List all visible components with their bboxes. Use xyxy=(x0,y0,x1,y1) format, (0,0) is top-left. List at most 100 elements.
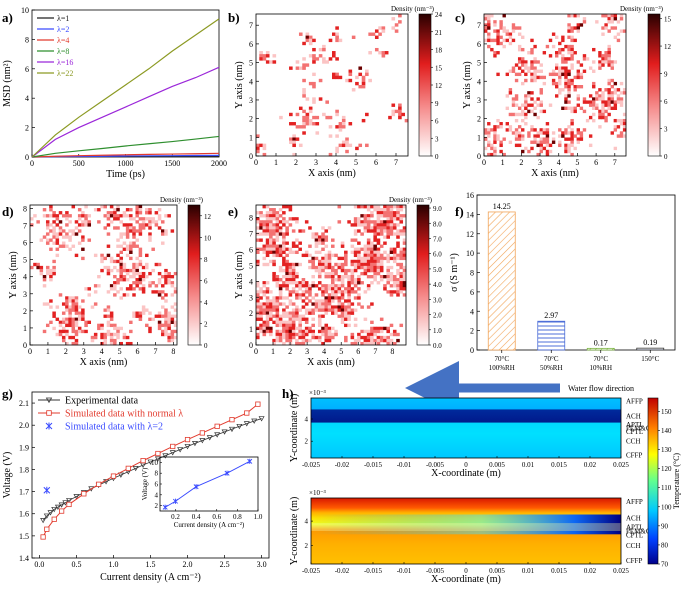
panel-e-density-cell xyxy=(383,214,387,218)
panel-d-density-cell xyxy=(125,335,130,340)
panel-d-density-cell xyxy=(122,223,127,227)
panel-g-experimental-marker xyxy=(154,456,161,462)
panel-c-density-cell xyxy=(604,100,608,104)
panel-c-density-cell xyxy=(517,47,522,52)
panel-e-density-cell xyxy=(272,308,276,312)
panel-e-ytick-label: 5 xyxy=(249,261,253,270)
panel-e-density-cell xyxy=(272,296,276,300)
panel-d-density-cell xyxy=(151,317,155,321)
panel-f-category-line1-3: 150°C xyxy=(641,355,659,363)
panel-e-density-cell xyxy=(353,220,358,224)
panel-d-density-cell xyxy=(135,271,139,276)
panel-d-density-cell xyxy=(45,271,50,276)
panel-e-density-cell xyxy=(357,296,361,300)
panel-e-density-cell xyxy=(317,262,322,267)
panel-c-density-cell xyxy=(610,85,614,89)
panel-c-density-cell xyxy=(598,125,602,129)
panel-d-density-cell xyxy=(61,244,66,248)
panel-d-density-cell xyxy=(100,268,104,273)
panel-h-ylabel-0: Y-coordinate (m) xyxy=(289,394,300,463)
panel-e-density-cell xyxy=(285,275,289,279)
panel-c-density-cell xyxy=(607,63,611,67)
panel-b-density-cell xyxy=(256,143,260,148)
panel-d-density-cell xyxy=(109,259,114,264)
panel-d-density-cell xyxy=(161,305,165,309)
panel-c-density-cell xyxy=(539,100,543,104)
panel-d-density-cell xyxy=(68,296,72,300)
panel-e-density-cell xyxy=(256,302,260,306)
panel-h-xlabel-1: X-coordinate (m) xyxy=(431,574,501,585)
panel-e-density-cell xyxy=(366,305,371,309)
panel-e-density-cell xyxy=(278,268,283,273)
panel-c-density-cell xyxy=(527,94,531,98)
panel-g-inset-xlabel: Current density (A cm⁻²) xyxy=(174,521,245,529)
panel-e-density-cell xyxy=(402,241,407,245)
panel-g-simulated-marker xyxy=(51,516,57,522)
panel-c-density-cell xyxy=(592,118,596,123)
panel-c-density-cell xyxy=(499,140,503,144)
panel-d-density-cell xyxy=(49,275,53,279)
panel-h-map-membrane-band xyxy=(311,523,621,531)
panel-b-xtick-label: 4 xyxy=(334,158,338,167)
panel-c-density-cell xyxy=(579,72,584,77)
panel-d-density-cell xyxy=(55,241,60,245)
panel-d-density-cell xyxy=(164,326,168,331)
panel-c-density-cell xyxy=(484,146,488,151)
panel-e-density-cell xyxy=(399,229,404,233)
panel-b-density-cell xyxy=(394,23,399,27)
panel-d-density-cell xyxy=(154,262,159,267)
panel-d-density-cell xyxy=(109,287,114,291)
panel-b-density-cell xyxy=(361,81,366,86)
panel-d-density-cell xyxy=(129,217,133,221)
panel-c-density-cell xyxy=(508,125,513,129)
panel-e-density-cell xyxy=(262,250,267,254)
panel-d-density-cell xyxy=(161,290,165,294)
panel-e-density-cell xyxy=(288,317,293,321)
panel-e-density-cell xyxy=(386,290,390,294)
panel-e-density-cell xyxy=(311,235,315,239)
panel-c-density-cell xyxy=(598,63,602,67)
panel-d-density-cell xyxy=(119,271,123,276)
panel-e-density-cell xyxy=(402,293,407,297)
panel-e-density-cell xyxy=(370,275,374,279)
panel-c-density-cell xyxy=(576,140,580,144)
panel-d-density-cell xyxy=(84,223,88,227)
panel-e-density-cell xyxy=(399,278,404,282)
panel-d-xtick-label: 5 xyxy=(118,347,122,356)
panel-label-f: f) xyxy=(455,204,464,219)
panel-e-density-cell xyxy=(389,214,394,218)
panel-d-density-cell xyxy=(113,265,117,270)
panel-c-density-cell xyxy=(533,78,537,83)
panel-e-ytick-label: 1 xyxy=(249,325,253,334)
panel-e-density-cell xyxy=(383,287,387,291)
panel-b-density-cell xyxy=(401,112,405,117)
panel-c-ytick-label: 1 xyxy=(477,133,481,142)
panel-e-density-cell xyxy=(314,250,319,254)
panel-b-density-cell xyxy=(355,146,359,151)
panel-c-density-cell xyxy=(561,47,565,52)
panel-c-density-cell xyxy=(484,131,488,135)
panel-d-density-cell xyxy=(132,229,136,233)
panel-e-density-cell xyxy=(337,275,342,279)
panel-e-density-cell xyxy=(295,308,299,312)
panel-e-density-cell xyxy=(373,268,377,273)
panel-e-xtick-label: 6 xyxy=(356,347,360,356)
panel-c-density-cell xyxy=(490,14,494,18)
panel-d-density-cell xyxy=(122,247,127,251)
panel-d-density-cell xyxy=(74,296,79,300)
panel-e-density-cell xyxy=(308,253,312,258)
panel-e-density-cell xyxy=(282,275,286,279)
panel-d-density-cell xyxy=(74,341,79,346)
panel-c-density-cell xyxy=(607,60,611,64)
panel-e-density-cell xyxy=(275,332,280,337)
panel-c-density-cell xyxy=(610,63,614,67)
panel-e-density-cell xyxy=(256,226,260,230)
panel-c-density-cell xyxy=(607,14,611,18)
panel-e-density-cell xyxy=(259,326,263,331)
panel-e-density-cell xyxy=(363,220,368,224)
panel-c-density-cell xyxy=(576,137,580,141)
panel-e-density-cell xyxy=(321,299,325,303)
panel-b-density-cell xyxy=(302,94,306,98)
panel-g-inset-ytick-label: 4 xyxy=(155,491,159,499)
panel-c-density-cell xyxy=(570,143,574,148)
